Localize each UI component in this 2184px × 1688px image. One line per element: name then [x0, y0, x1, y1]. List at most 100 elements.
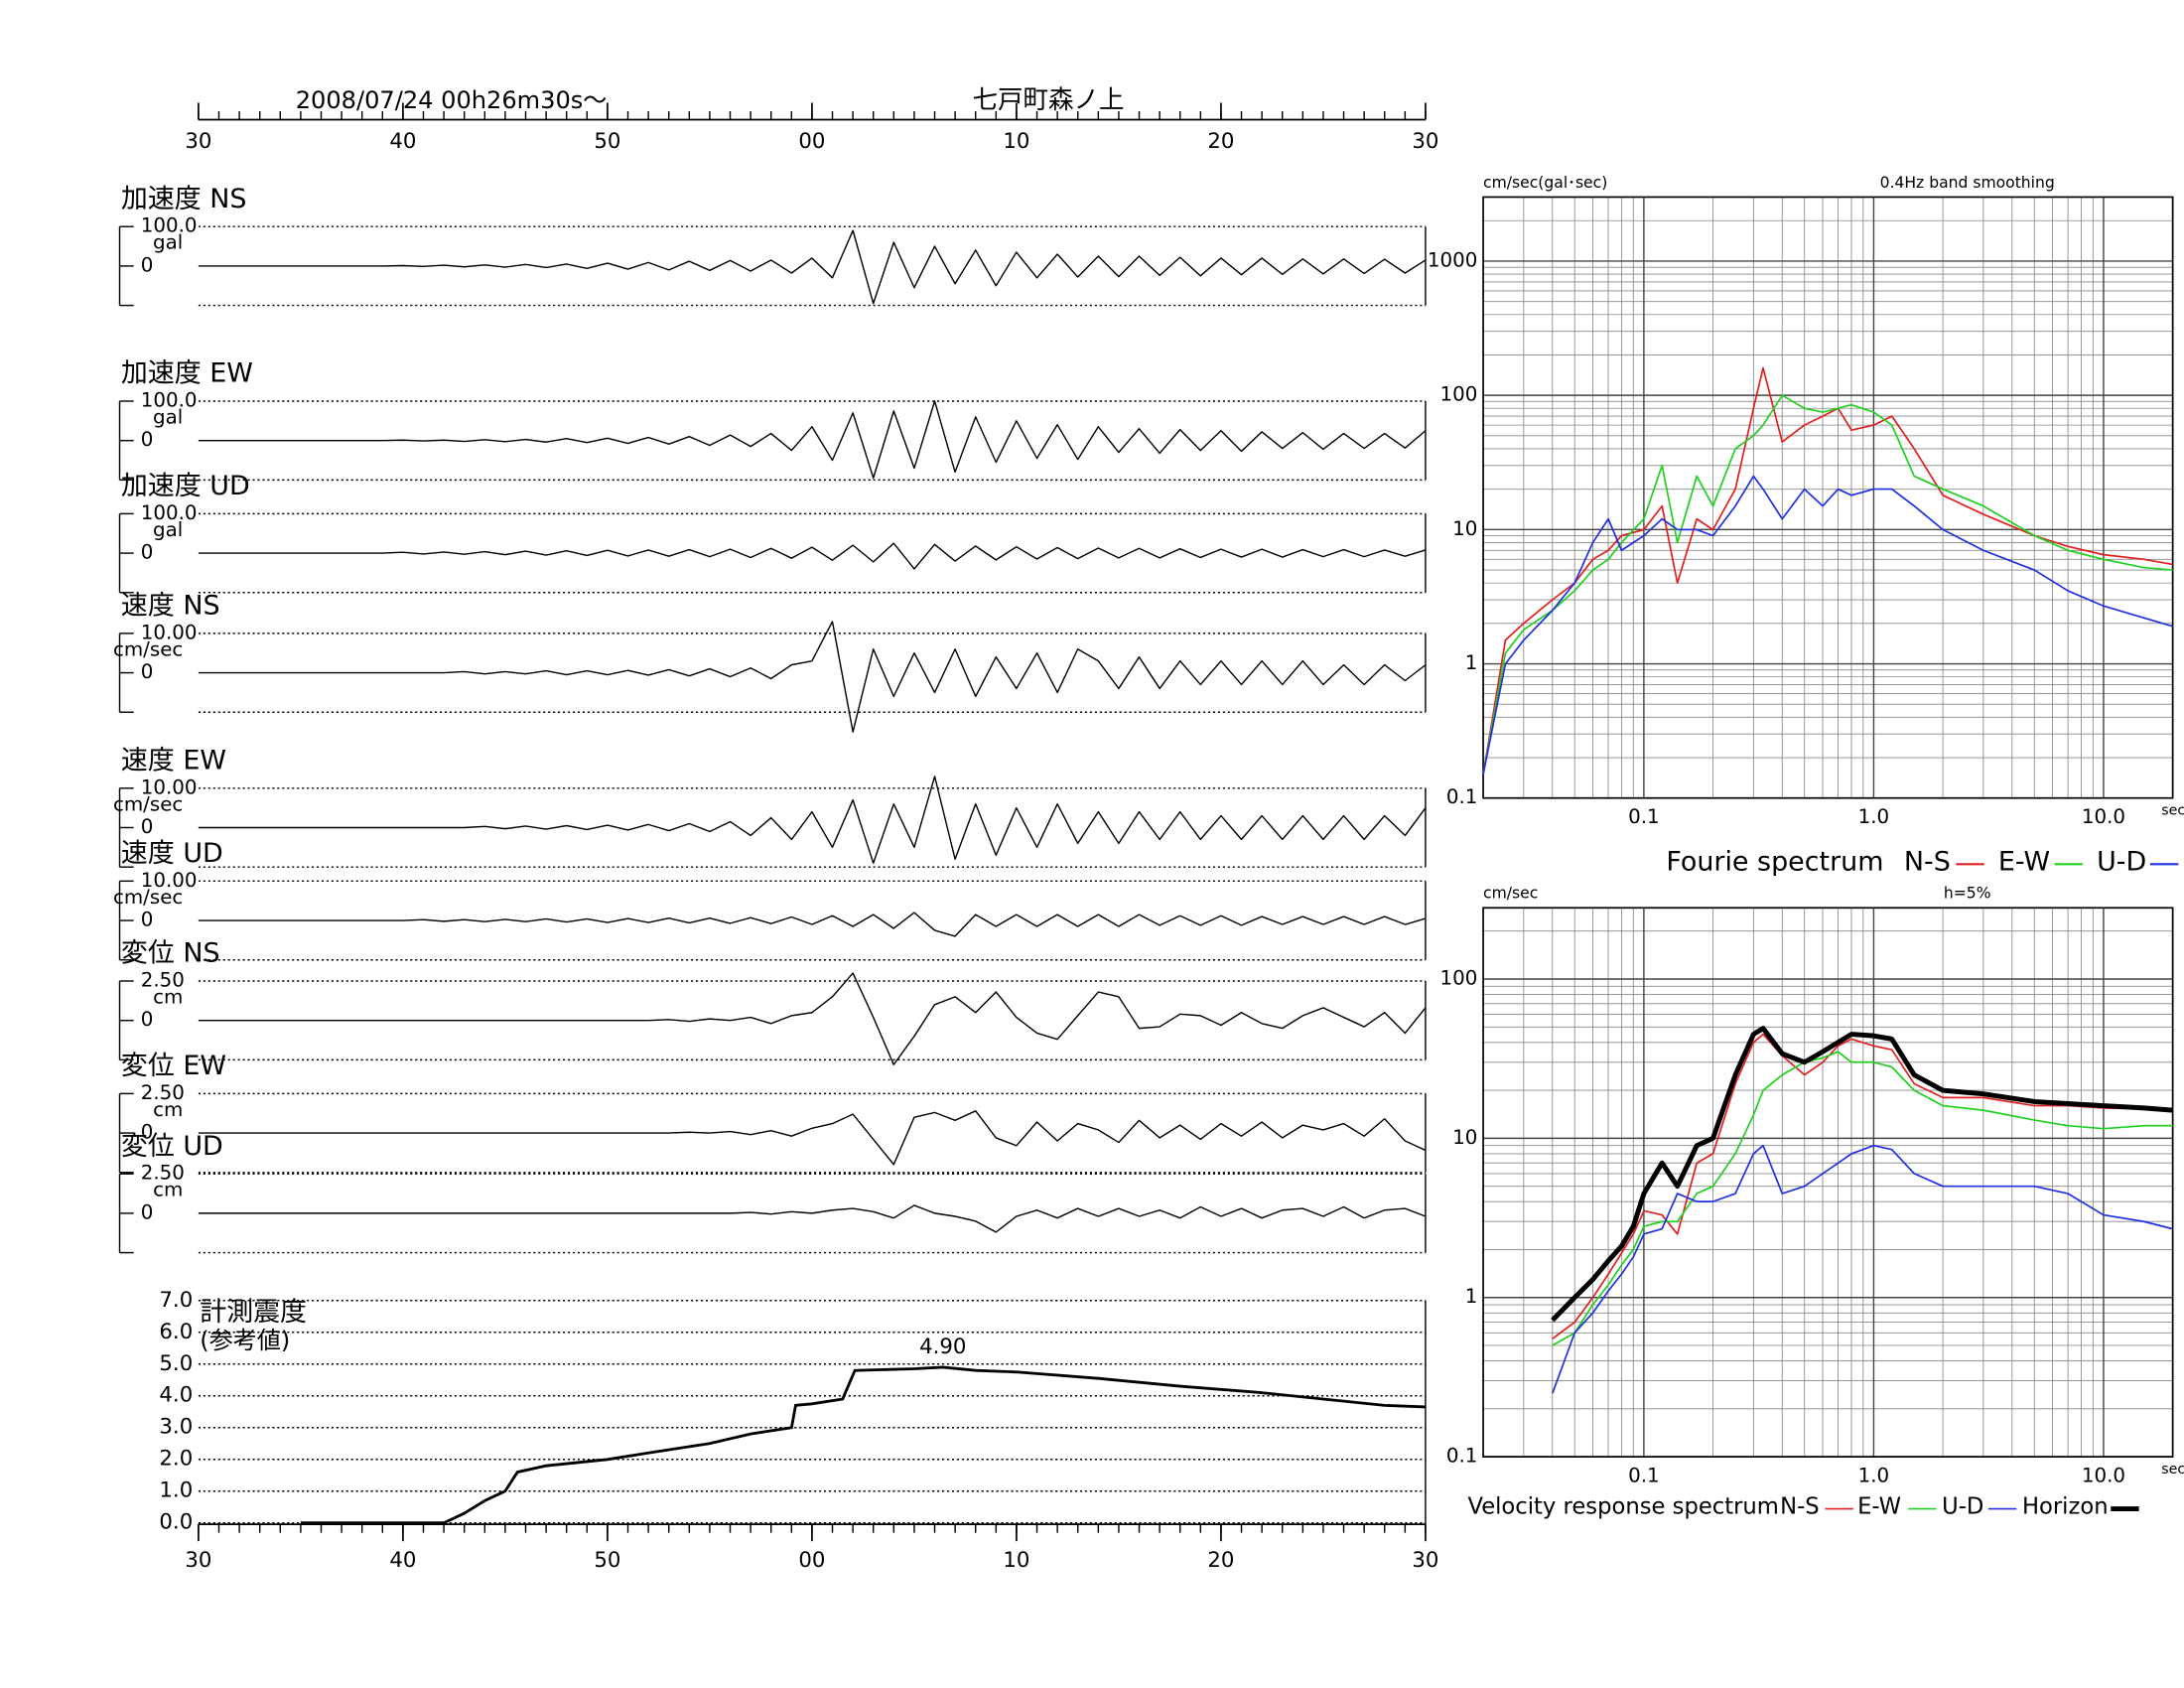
time-tick-label: 30 [185, 129, 211, 154]
y-tick-label: 5.0 [159, 1351, 193, 1376]
trace-label: 加速度 EW [121, 358, 253, 389]
unit-label: cm [153, 1179, 183, 1201]
value-label: 4.90 [919, 1335, 966, 1359]
y-tick-label: 0.1 [1446, 1445, 1478, 1468]
spectrum-line [1552, 1144, 2173, 1394]
time-tick-label: 40 [389, 1548, 416, 1573]
waveform [198, 1110, 1427, 1166]
waveform [198, 542, 1427, 570]
unit-label: gal [153, 405, 183, 428]
waveform [198, 229, 1427, 305]
unit-label: gal [153, 231, 183, 254]
y-tick-label: 1 [1465, 1285, 1478, 1308]
time-tick-label: 20 [1207, 129, 1234, 154]
y-tick-label: 100.0 [141, 501, 198, 524]
trace-label: 速度 NS [121, 590, 220, 621]
legend-label: E-W [1998, 846, 2050, 877]
intensity-line [300, 1365, 1426, 1525]
unit-label: cm/sec [113, 886, 183, 909]
y-tick-label: 0 [141, 253, 154, 276]
y-tick-label: 10.00 [141, 621, 198, 643]
time-tick-label: 30 [1412, 129, 1438, 154]
time-tick-label: 00 [798, 129, 825, 154]
y-tick-label: 1.0 [159, 1478, 193, 1503]
trace-label: 加速度 NS [121, 184, 247, 214]
y-tick-label: 0 [141, 1008, 154, 1031]
y-tick-label: 10.00 [141, 869, 198, 892]
y-tick-label: 0 [141, 1121, 154, 1144]
trace-label: 変位 EW [121, 1051, 226, 1081]
y-tick-label: 2.50 [141, 1162, 185, 1185]
intensity-title: 計測震度 [200, 1297, 307, 1328]
trace-label: 変位 NS [121, 938, 220, 969]
y-tick-label: 2.50 [141, 968, 185, 991]
legend-label: E-W [1857, 1494, 1901, 1520]
legend-title: Velocity response spectrum [1467, 1494, 1778, 1520]
trace-label: 加速度 UD [121, 471, 250, 501]
time-tick-label: 40 [389, 129, 416, 154]
spectrum-line [1482, 394, 2173, 775]
x-tick-label: 10.0 [2082, 805, 2125, 828]
waveform [198, 775, 1427, 864]
y-tick-label: 0 [141, 541, 154, 564]
plot-frame [1482, 196, 2174, 799]
intensity-subtitle: (参考値) [200, 1327, 290, 1354]
spectrum-note: 0.4Hz band smoothing [1880, 174, 2055, 192]
unit-label: cm [153, 1098, 183, 1121]
y-tick-label: 7.0 [159, 1288, 193, 1313]
time-tick-label: 50 [594, 129, 620, 154]
y-tick-label: 100 [1440, 383, 1478, 406]
legend-title: Fourie spectrum [1666, 846, 1883, 877]
time-tick-label: 30 [1412, 1548, 1438, 1573]
plot-frame [1482, 907, 2174, 1458]
trace-label: 速度 EW [121, 745, 226, 775]
spectrum-line [1482, 475, 2173, 775]
time-tick-label: 50 [594, 1548, 620, 1573]
y-tick-label: 10 [1452, 517, 1477, 540]
legend-label: N-S [1904, 846, 1951, 877]
y-tick-label: 100.0 [141, 388, 198, 411]
unit-label: cm/sec [113, 792, 183, 815]
time-tick-label: 20 [1207, 1548, 1234, 1573]
unit-label: cm/sec [113, 637, 183, 660]
y-axis-unit: cm/sec(gal･sec) [1483, 174, 1607, 192]
y-tick-label: 0 [141, 660, 154, 683]
legend-label: N-S [1780, 1494, 1820, 1520]
time-tick-label: 30 [185, 1548, 211, 1573]
x-tick-label: 10.0 [2082, 1464, 2125, 1486]
x-tick-label: 0.1 [1628, 1464, 1660, 1486]
y-tick-label: 6.0 [159, 1320, 193, 1344]
y-tick-label: 10.00 [141, 775, 198, 798]
unit-label: cm [153, 986, 183, 1009]
y-tick-label: 100 [1440, 966, 1478, 989]
y-tick-label: 1000 [1428, 248, 1477, 271]
waveform [198, 1204, 1427, 1233]
time-tick-label: 10 [1003, 129, 1029, 154]
spectrum-line [1551, 1026, 2173, 1323]
y-tick-label: 10 [1452, 1126, 1477, 1149]
waveform [198, 912, 1427, 937]
trace-label: 速度 UD [121, 838, 223, 869]
spectrum-line [1482, 366, 2173, 775]
time-tick-label: 00 [798, 1548, 825, 1573]
time-tick-label: 10 [1003, 1548, 1029, 1573]
spectrum-line [1552, 1051, 2173, 1346]
station-name: 七戸町森ノ上 [973, 85, 1125, 115]
y-tick-label: 3.0 [159, 1415, 193, 1440]
y-tick-label: 2.50 [141, 1081, 185, 1104]
y-tick-label: 0 [141, 428, 154, 451]
x-tick-label: 0.1 [1628, 805, 1660, 828]
y-tick-label: 1 [1465, 651, 1478, 674]
waveform [198, 621, 1427, 733]
trace-label: 変位 UD [121, 1131, 223, 1162]
y-tick-label: 0.1 [1446, 785, 1478, 808]
x-axis-unit: sec [2161, 802, 2184, 818]
waveform [198, 400, 1427, 480]
legend-label: U-D [1942, 1494, 1983, 1520]
legend-label: Horizon [2022, 1494, 2109, 1520]
spectrum-note: h=5% [1944, 885, 1991, 903]
y-tick-label: 4.0 [159, 1383, 193, 1408]
record-title: 2008/07/24 00h26m30s〜 [296, 86, 608, 114]
